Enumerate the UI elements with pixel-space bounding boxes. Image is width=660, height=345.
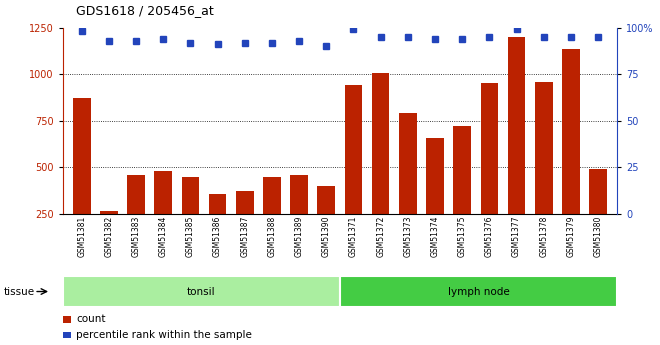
Bar	[535, 82, 552, 260]
Bar	[290, 175, 308, 260]
Bar	[508, 37, 525, 260]
Bar	[480, 83, 498, 260]
Bar	[63, 276, 340, 307]
Bar	[345, 85, 362, 260]
Text: GDS1618 / 205456_at: GDS1618 / 205456_at	[76, 4, 214, 17]
Bar	[236, 190, 253, 260]
Bar	[182, 177, 199, 260]
Bar	[340, 276, 617, 307]
Bar	[589, 169, 607, 260]
Bar	[154, 171, 172, 260]
Bar	[209, 194, 226, 260]
Text: lymph node: lymph node	[447, 287, 510, 296]
Bar	[73, 98, 90, 260]
Bar	[562, 49, 579, 260]
Bar	[399, 113, 416, 260]
Bar	[263, 177, 280, 260]
Bar	[372, 73, 389, 260]
Bar	[63, 332, 71, 338]
Bar	[453, 126, 471, 260]
Text: percentile rank within the sample: percentile rank within the sample	[76, 330, 252, 340]
Bar	[100, 211, 117, 260]
Bar	[426, 138, 444, 260]
Text: count: count	[76, 315, 106, 324]
Bar	[127, 175, 145, 260]
Text: tissue: tissue	[3, 287, 34, 296]
Bar	[317, 186, 335, 260]
Text: tonsil: tonsil	[187, 287, 216, 296]
Bar	[63, 316, 71, 323]
